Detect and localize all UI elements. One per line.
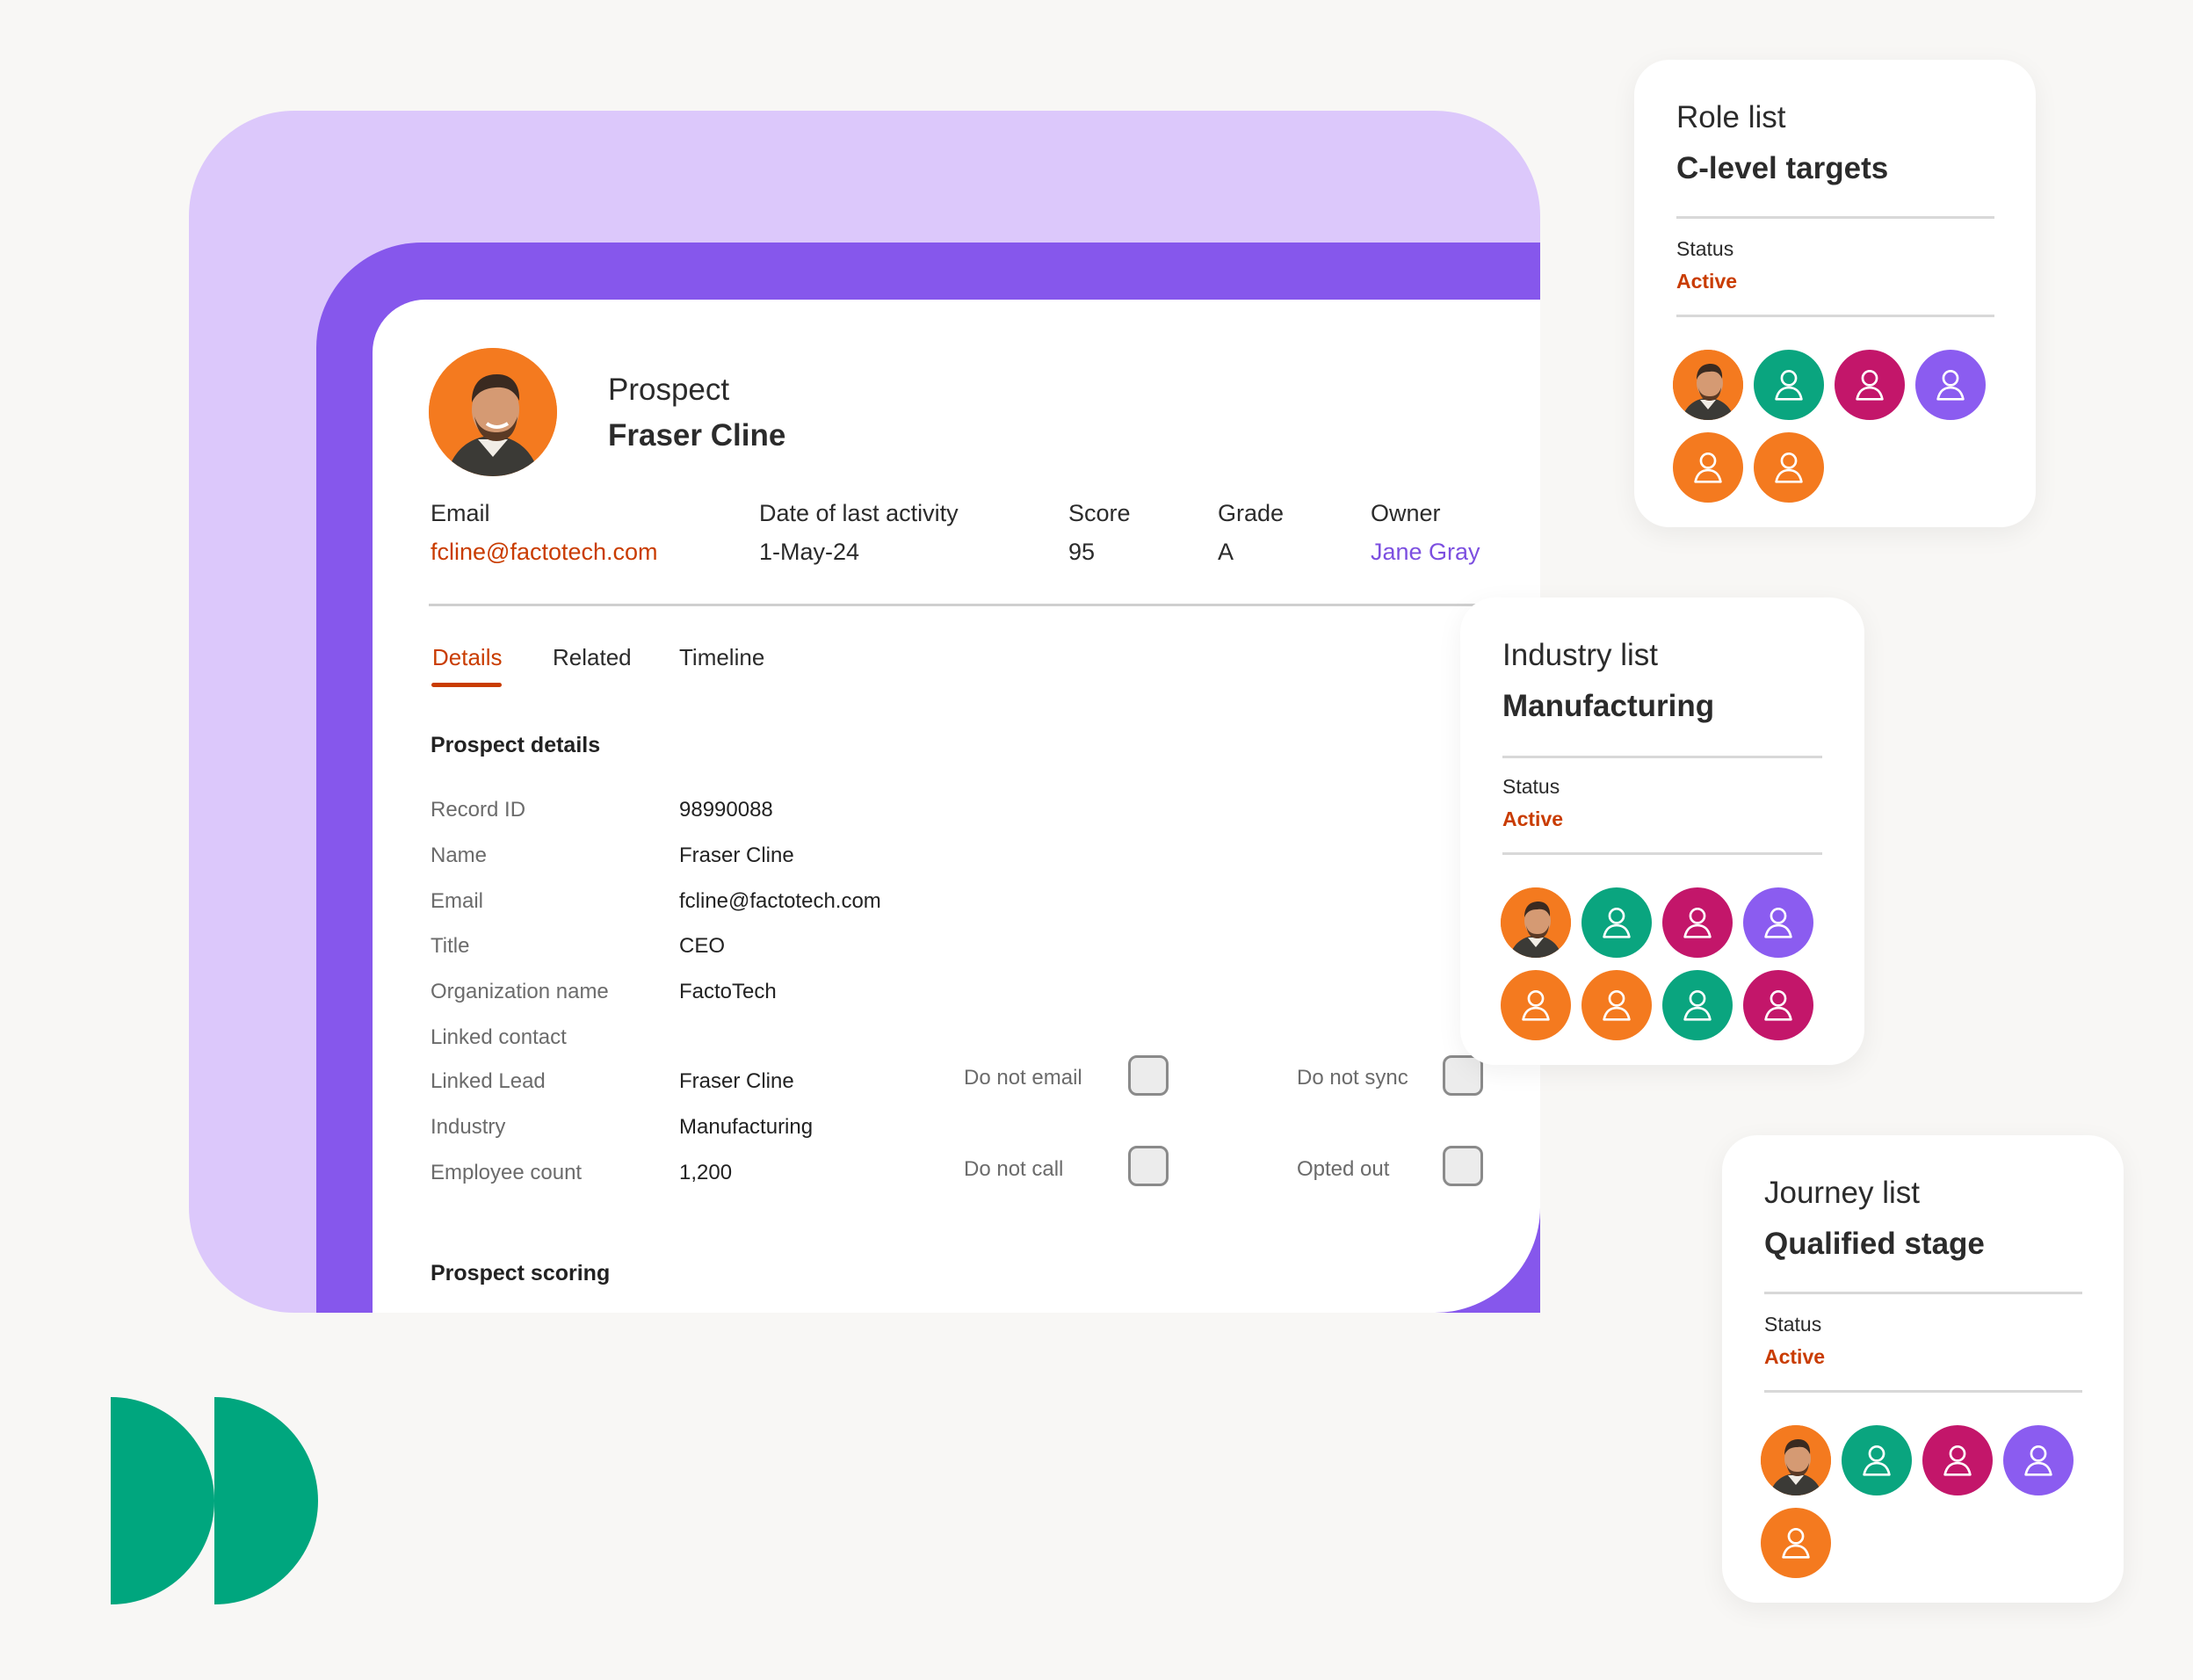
industry-value: Manufacturing xyxy=(679,1115,814,1139)
employee-count-label: Employee count xyxy=(431,1161,583,1184)
member-user-icon[interactable] xyxy=(1761,1508,1831,1578)
member-user-icon[interactable] xyxy=(1922,1425,1993,1495)
member-user-icon[interactable] xyxy=(1581,887,1652,958)
industry-label: Industry xyxy=(431,1115,506,1139)
owner-label: Owner xyxy=(1371,500,1441,526)
member-user-icon[interactable] xyxy=(1754,432,1824,503)
title-label: Title xyxy=(431,934,470,958)
record-id-value: 98990088 xyxy=(679,798,773,822)
organization-value: FactoTech xyxy=(679,980,777,1003)
member-user-icon[interactable] xyxy=(1915,350,1986,420)
email-field-link[interactable]: fcline@factotech.com xyxy=(679,889,881,913)
member-user-icon[interactable] xyxy=(1743,970,1813,1040)
list-title: Qualified stage xyxy=(1764,1227,1985,1261)
member-user-icon[interactable] xyxy=(1754,350,1824,420)
do-not-call-label: Do not call xyxy=(964,1157,1064,1181)
member-user-icon[interactable] xyxy=(1673,432,1743,503)
member-user-icon[interactable] xyxy=(1662,970,1733,1040)
grade-value: A xyxy=(1218,539,1234,565)
journey-list-card[interactable]: Journey list Qualified stage Status Acti… xyxy=(1722,1135,2124,1603)
list-divider xyxy=(1764,1292,2082,1294)
member-user-icon[interactable] xyxy=(1581,970,1652,1040)
list-title: Manufacturing xyxy=(1502,689,1715,723)
email-field-label: Email xyxy=(431,889,484,913)
list-divider xyxy=(1676,216,1994,219)
member-photo-avatar[interactable] xyxy=(1673,350,1743,420)
do-not-sync-checkbox[interactable] xyxy=(1443,1055,1483,1096)
member-user-icon[interactable] xyxy=(1662,887,1733,958)
member-user-icon[interactable] xyxy=(1835,350,1905,420)
member-user-icon[interactable] xyxy=(1743,887,1813,958)
name-label: Name xyxy=(431,844,488,867)
organization-label: Organization name xyxy=(431,980,609,1003)
list-divider xyxy=(1502,756,1822,758)
tab-related[interactable]: Related xyxy=(553,644,632,670)
prospect-card: Prospect Fraser Cline Email fcline@facto… xyxy=(373,300,1540,1313)
prospect-eyebrow: Prospect xyxy=(608,373,730,407)
do-not-call-checkbox[interactable] xyxy=(1128,1146,1169,1186)
record-id-label: Record ID xyxy=(431,798,526,822)
linked-contact-label: Linked contact xyxy=(431,1025,567,1049)
header-divider xyxy=(429,604,1487,606)
brand-logo-icon xyxy=(111,1397,318,1604)
person-photo-icon xyxy=(429,348,557,476)
member-user-icon[interactable] xyxy=(2003,1425,2074,1495)
list-status-label: Status xyxy=(1764,1313,1822,1336)
list-status-label: Status xyxy=(1502,775,1560,798)
tab-details[interactable]: Details xyxy=(432,644,503,670)
role-list-card[interactable]: Role list C-level targets Status Active xyxy=(1634,60,2036,527)
title-value: CEO xyxy=(679,934,726,958)
do-not-sync-label: Do not sync xyxy=(1297,1066,1408,1090)
email-link[interactable]: fcline@factotech.com xyxy=(431,539,658,565)
last-activity-value: 1-May-24 xyxy=(759,539,860,565)
active-tab-indicator xyxy=(431,683,502,687)
list-status-value: Active xyxy=(1676,270,1738,293)
list-status-label: Status xyxy=(1676,237,1734,260)
list-status-value: Active xyxy=(1502,807,1564,830)
name-value: Fraser Cline xyxy=(679,844,794,867)
list-divider xyxy=(1502,852,1822,855)
member-user-icon[interactable] xyxy=(1842,1425,1912,1495)
member-photo-avatar[interactable] xyxy=(1501,887,1571,958)
email-label: Email xyxy=(431,500,490,526)
score-label: Score xyxy=(1068,500,1131,526)
owner-link[interactable]: Jane Gray xyxy=(1371,539,1480,565)
prospect-scoring-title: Prospect scoring xyxy=(431,1261,611,1285)
employee-count-value: 1,200 xyxy=(679,1161,733,1184)
opted-out-label: Opted out xyxy=(1297,1157,1390,1181)
member-photo-avatar[interactable] xyxy=(1761,1425,1831,1495)
linked-lead-value: Fraser Cline xyxy=(679,1069,794,1093)
list-eyebrow: Journey list xyxy=(1764,1176,1921,1210)
prospect-details-title: Prospect details xyxy=(431,733,601,757)
list-eyebrow: Industry list xyxy=(1502,638,1658,672)
tab-timeline[interactable]: Timeline xyxy=(679,644,765,670)
list-divider xyxy=(1676,315,1994,317)
prospect-avatar xyxy=(429,348,557,476)
member-user-icon[interactable] xyxy=(1501,970,1571,1040)
industry-list-card[interactable]: Industry list Manufacturing Status Activ… xyxy=(1460,597,1864,1065)
list-eyebrow: Role list xyxy=(1676,100,1786,134)
linked-lead-label: Linked Lead xyxy=(431,1069,546,1093)
opted-out-checkbox[interactable] xyxy=(1443,1146,1483,1186)
list-divider xyxy=(1764,1390,2082,1393)
score-value: 95 xyxy=(1068,539,1096,565)
do-not-email-checkbox[interactable] xyxy=(1128,1055,1169,1096)
last-activity-label: Date of last activity xyxy=(759,500,959,526)
do-not-email-label: Do not email xyxy=(964,1066,1082,1090)
prospect-name: Fraser Cline xyxy=(608,418,786,453)
list-status-value: Active xyxy=(1764,1345,1826,1368)
list-title: C-level targets xyxy=(1676,151,1889,185)
grade-label: Grade xyxy=(1218,500,1285,526)
